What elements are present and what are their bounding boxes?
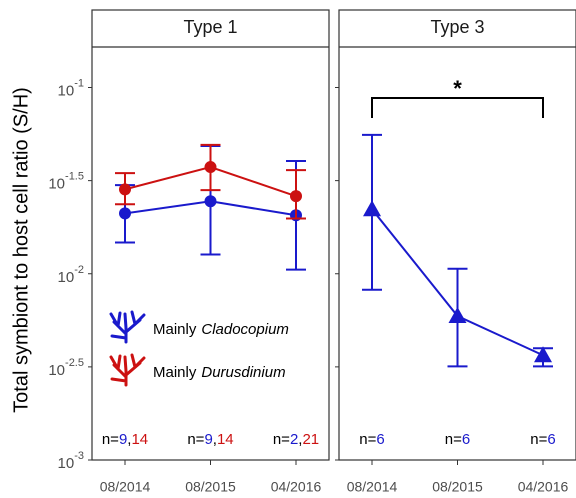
point [204,161,217,174]
n-count: 2 [290,431,298,448]
coral [109,310,146,344]
point [204,195,217,208]
n-prefix: n= [273,431,290,448]
x-tick-label: 04/2016 [518,479,569,495]
y-tick-label: 10-1 [58,77,84,99]
n-label: n=6 [359,431,384,448]
legend-name: Cladocopium [201,321,289,338]
n-count: 9 [119,431,127,448]
legend-label: Mainly Cladocopium [153,321,289,338]
tick-base: 10 [58,455,75,472]
n-count: 9 [204,431,212,448]
point [534,346,552,363]
y-axis-label: Total symbiont to host cell ratio (S/H) [10,87,32,413]
n-label: n=9,14 [187,431,233,448]
legend-name: Durusdinium [201,364,285,381]
n-count: 6 [376,431,384,448]
tick-base: 10 [48,362,65,379]
n-separator: , [213,431,217,448]
x-tick-label: 08/2014 [100,479,151,495]
legend-label: Mainly Durusdinium [153,364,286,381]
n-label: n=6 [530,431,555,448]
n-prefix: n= [187,431,204,448]
x-tick-label: 08/2014 [347,479,398,495]
n-count: 21 [302,431,319,448]
point [290,190,302,203]
y-tick-label: 10-2.5 [48,357,84,379]
n-prefix: n= [445,431,462,448]
tick-exponent: -2.5 [65,357,84,369]
point [119,183,131,196]
tick-base: 10 [58,82,75,99]
y-tick-label: 10-3 [58,450,84,472]
point [448,307,467,324]
point [363,200,381,217]
x-tick-label: 08/2015 [432,479,483,495]
y-tick-label: 10-1.5 [48,171,84,193]
tick-exponent: -3 [74,450,84,462]
tick-exponent: -2 [74,264,84,276]
n-count: 6 [462,431,470,448]
x-tick-label: 08/2015 [185,479,236,495]
legend-prefix: Mainly [153,364,197,381]
legend-icon [109,353,146,387]
n-count: 14 [217,431,234,448]
n-count: 14 [131,431,148,448]
panel-title: Type 3 [430,17,484,37]
n-separator: , [127,431,131,448]
y-tick-label: 10-2 [58,264,84,286]
coral [109,353,146,387]
significance-bracket [371,97,544,118]
n-label: n=9,14 [102,431,148,448]
tick-base: 10 [58,269,75,286]
n-count: 6 [547,431,555,448]
legend-prefix: Mainly [153,321,197,338]
tick-exponent: -1.5 [65,171,84,183]
n-prefix: n= [102,431,119,448]
panel-title: Type 1 [183,17,237,37]
n-label: n=2,21 [273,431,319,448]
tick-exponent: -1 [74,77,84,89]
x-tick-label: 04/2016 [271,479,322,495]
n-prefix: n= [359,431,376,448]
point [119,207,131,220]
n-label: n=6 [445,431,470,448]
significance-label: * [453,76,462,101]
tick-base: 10 [48,176,65,193]
legend-icon [109,310,146,344]
n-prefix: n= [530,431,547,448]
n-separator: , [298,431,302,448]
